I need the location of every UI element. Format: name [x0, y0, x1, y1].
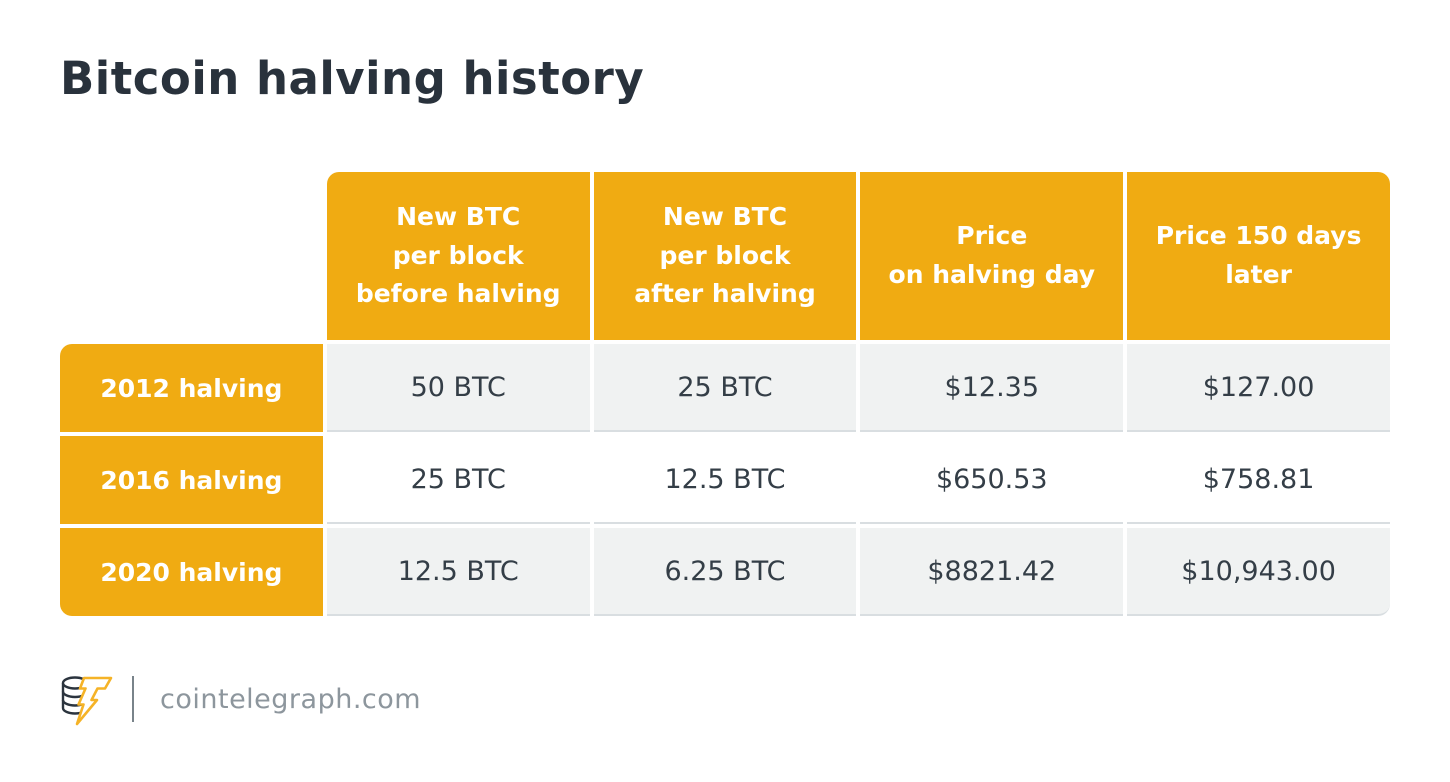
column-header-price-150-days: Price 150 days later: [1127, 172, 1390, 340]
cell-2020-price-halving-day: $8821.42: [860, 528, 1124, 616]
cointelegraph-logo-icon: [61, 676, 113, 726]
cell-2020-btc-before: 12.5 BTC: [326, 528, 590, 616]
footer: cointelegraph.com: [58, 670, 421, 728]
cell-2012-btc-after: 25 BTC: [593, 344, 857, 432]
cell-2016-price-150-days: $758.81: [1127, 436, 1390, 524]
row-label-2016-halving: 2016 halving: [60, 436, 323, 524]
page-title: Bitcoin halving history: [60, 52, 645, 105]
cell-2016-btc-before: 25 BTC: [326, 436, 590, 524]
column-header-new-btc-before: New BTC per block before halving: [326, 172, 590, 340]
column-header-price-halving-day: Price on halving day: [860, 172, 1124, 340]
table-corner-spacer: [60, 172, 323, 340]
cell-2020-btc-after: 6.25 BTC: [593, 528, 857, 616]
cell-2012-price-halving-day: $12.35: [860, 344, 1124, 432]
cell-2012-btc-before: 50 BTC: [326, 344, 590, 432]
row-label-2020-halving: 2020 halving: [60, 528, 323, 616]
cell-2016-btc-after: 12.5 BTC: [593, 436, 857, 524]
footer-site-text: cointelegraph.com: [160, 683, 422, 715]
halving-history-table: New BTC per block before halving New BTC…: [60, 172, 1390, 616]
row-label-2012-halving: 2012 halving: [60, 344, 323, 432]
cell-2012-price-150-days: $127.00: [1127, 344, 1390, 432]
cell-2020-price-150-days: $10,943.00: [1127, 528, 1390, 616]
column-header-new-btc-after: New BTC per block after halving: [593, 172, 857, 340]
cell-2016-price-halving-day: $650.53: [860, 436, 1124, 524]
footer-divider: [132, 676, 134, 722]
